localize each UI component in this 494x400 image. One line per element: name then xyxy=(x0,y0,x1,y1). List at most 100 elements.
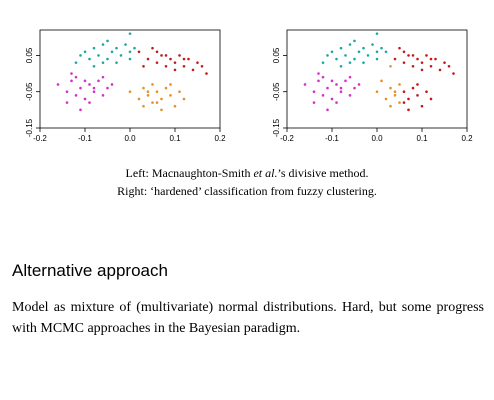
data-point-cyan xyxy=(366,54,370,57)
data-point-orange xyxy=(389,64,392,68)
data-point-magenta xyxy=(326,108,329,112)
data-point-cyan xyxy=(362,61,365,64)
data-point-red xyxy=(173,61,177,64)
data-point-cyan xyxy=(335,57,338,61)
data-point-red xyxy=(187,57,190,61)
data-point-magenta xyxy=(344,79,347,83)
data-point-red xyxy=(173,68,177,72)
caption-left-prefix: Left: Macnaughton-Smith xyxy=(125,166,254,180)
data-point-cyan xyxy=(344,54,347,57)
data-point-cyan xyxy=(362,46,365,50)
data-point-orange xyxy=(173,104,177,108)
x-tick-label: -0.2 xyxy=(280,134,294,143)
data-point-cyan xyxy=(375,32,379,35)
y-tick-label: -0.05 xyxy=(272,82,281,101)
data-point-orange xyxy=(128,90,132,94)
data-point-magenta xyxy=(70,79,73,83)
data-point-magenta xyxy=(317,72,320,75)
data-point-cyan xyxy=(110,50,114,54)
data-point-cyan xyxy=(348,61,352,64)
data-point-magenta xyxy=(326,86,329,90)
data-point-red xyxy=(151,46,154,50)
y-tick-label: 0.05 xyxy=(25,47,34,63)
data-point-red xyxy=(155,50,159,54)
body-paragraph: Model as mixture of (multivariate) norma… xyxy=(12,300,484,336)
data-point-orange xyxy=(169,94,172,97)
data-point-red xyxy=(169,57,172,61)
data-point-magenta xyxy=(339,86,343,90)
data-point-orange xyxy=(142,104,145,108)
data-point-orange xyxy=(146,90,150,94)
data-point-red xyxy=(425,90,428,94)
data-point-cyan xyxy=(357,50,361,54)
data-point-magenta xyxy=(357,83,361,86)
data-point-red xyxy=(411,64,415,68)
data-point-red xyxy=(182,57,186,61)
data-point-red xyxy=(182,64,186,68)
data-point-magenta xyxy=(353,86,356,90)
data-point-red xyxy=(205,72,208,75)
data-point-cyan xyxy=(348,43,352,46)
y-tick-label: 0.05 xyxy=(272,47,281,63)
data-point-cyan xyxy=(128,50,132,54)
data-point-magenta xyxy=(106,86,109,90)
data-point-red xyxy=(447,64,451,68)
data-point-magenta xyxy=(330,79,334,83)
data-point-red xyxy=(429,97,433,101)
data-point-magenta xyxy=(88,83,91,86)
data-point-cyan xyxy=(106,39,109,43)
data-point-red xyxy=(142,64,145,68)
y-tick-label: -0.15 xyxy=(25,118,34,137)
data-point-red xyxy=(416,83,419,86)
data-point-cyan xyxy=(92,64,96,68)
data-point-cyan xyxy=(119,54,123,57)
x-tick-label: 0.2 xyxy=(461,134,473,143)
data-point-red xyxy=(429,57,433,61)
data-point-red xyxy=(398,46,401,50)
data-point-cyan xyxy=(380,46,383,50)
data-point-magenta xyxy=(303,83,307,86)
data-point-cyan xyxy=(330,50,334,54)
data-point-magenta xyxy=(83,97,87,101)
data-point-magenta xyxy=(79,86,82,90)
data-point-red xyxy=(402,50,406,54)
data-point-red xyxy=(146,57,150,61)
x-tick-label: 0.2 xyxy=(214,134,226,143)
data-point-red xyxy=(407,54,410,57)
data-point-cyan xyxy=(124,43,127,46)
data-point-cyan xyxy=(92,46,96,50)
x-tick-label: 0.0 xyxy=(371,134,383,143)
data-point-red xyxy=(178,54,181,57)
data-point-magenta xyxy=(65,90,69,94)
data-point-magenta xyxy=(348,75,352,79)
data-point-orange xyxy=(380,79,383,83)
data-point-magenta xyxy=(317,79,320,83)
caption-left-italic: et al. xyxy=(253,166,278,180)
data-point-red xyxy=(443,61,446,64)
data-point-orange xyxy=(137,97,141,101)
data-point-orange xyxy=(151,83,154,86)
data-point-red xyxy=(155,61,159,64)
data-point-red xyxy=(160,54,163,57)
x-tick-label: -0.2 xyxy=(33,134,47,143)
data-point-red xyxy=(420,61,424,64)
data-point-red xyxy=(452,72,455,75)
data-point-magenta xyxy=(83,79,87,83)
data-point-orange xyxy=(155,101,159,104)
data-point-red xyxy=(438,68,442,72)
data-point-red xyxy=(393,57,397,61)
data-point-red xyxy=(434,57,437,61)
caption-left-suffix: ’s divisive method. xyxy=(277,166,369,180)
data-point-red xyxy=(137,50,141,54)
data-point-magenta xyxy=(110,83,114,86)
data-point-orange xyxy=(178,90,181,94)
data-point-orange xyxy=(398,101,401,104)
data-point-magenta xyxy=(312,90,316,94)
plot-frame xyxy=(286,29,468,129)
data-point-magenta xyxy=(74,94,78,97)
data-point-cyan xyxy=(106,57,109,61)
data-point-cyan xyxy=(83,50,87,54)
data-point-orange xyxy=(389,104,392,108)
data-point-magenta xyxy=(330,97,334,101)
x-tick-label: -0.1 xyxy=(78,134,92,143)
